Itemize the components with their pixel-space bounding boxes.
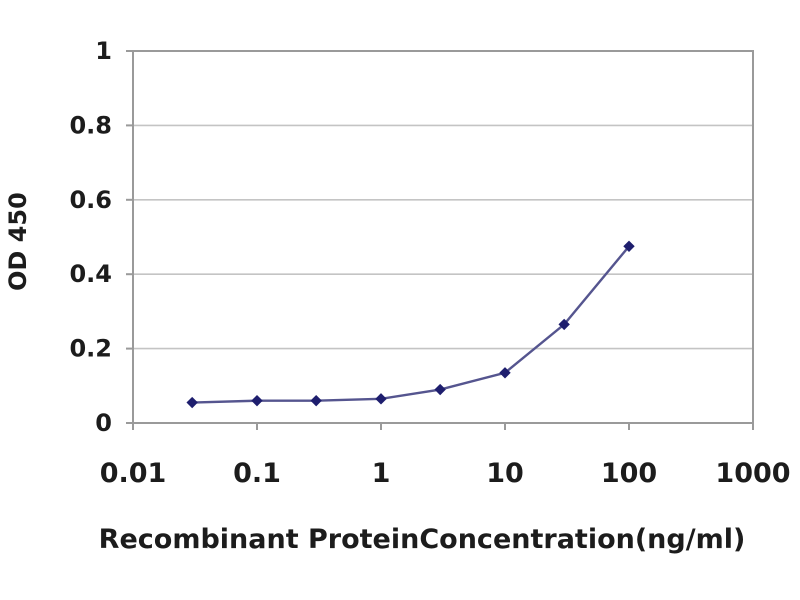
- data-point-marker: [499, 367, 511, 379]
- data-point-marker: [623, 240, 635, 252]
- series-line: [192, 245, 630, 404]
- y-tick-label: 0: [95, 409, 112, 437]
- y-tick-label: 1: [95, 37, 112, 65]
- y-tick-label: 0.4: [69, 260, 112, 288]
- y-axis-title: OD 450: [4, 192, 32, 291]
- data-point-marker: [186, 396, 198, 409]
- data-point-marker: [251, 394, 263, 407]
- x-tick-label: 100: [601, 458, 657, 489]
- data-point-marker: [310, 394, 322, 407]
- y-tick-label: 0.6: [69, 186, 112, 214]
- x-tick-label: 0.1: [233, 458, 281, 489]
- plot-border: [132, 50, 754, 424]
- plot-area: [133, 51, 753, 423]
- x-tick-label: 0.01: [100, 458, 167, 489]
- x-axis-title: Recombinant ProteinConcentration(ng/ml): [98, 524, 746, 555]
- y-tick-label: 0.8: [69, 111, 112, 139]
- x-tick-label: 10: [486, 458, 524, 489]
- data-point-marker: [375, 393, 387, 405]
- x-tick-label: 1: [372, 458, 391, 489]
- data-point-marker: [558, 318, 570, 331]
- data-point-marker: [434, 383, 446, 396]
- x-tick-label: 1000: [715, 458, 790, 489]
- y-tick-label: 0.2: [69, 335, 112, 363]
